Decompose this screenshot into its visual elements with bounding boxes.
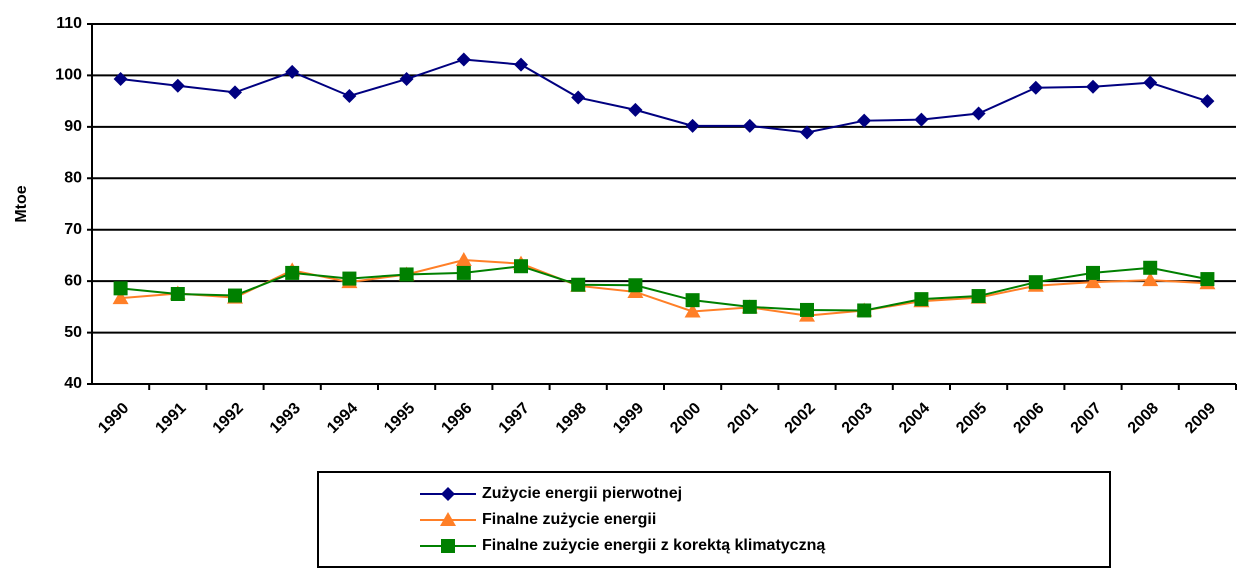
data-point <box>228 85 242 100</box>
data-point <box>1143 260 1158 275</box>
legend-marker <box>440 512 456 526</box>
x-tick-label: 1990 <box>95 400 132 437</box>
data-point <box>1142 272 1159 287</box>
data-point <box>1143 75 1158 90</box>
series-line <box>120 58 1208 134</box>
data-point <box>628 102 643 117</box>
data-point <box>571 277 586 292</box>
data-point <box>112 290 129 305</box>
data-point <box>285 265 300 280</box>
data-point <box>685 118 700 133</box>
y-tick-label: 60 <box>64 272 82 289</box>
y-tick-label: 110 <box>56 15 82 32</box>
y-tick-label: 100 <box>55 67 82 84</box>
y-tick-label: 70 <box>64 221 82 238</box>
data-point <box>514 259 528 274</box>
data-point <box>1086 79 1100 94</box>
x-tick-label: 1991 <box>152 400 189 437</box>
data-point <box>684 303 701 318</box>
data-point <box>456 265 471 280</box>
y-tick-label: 80 <box>64 170 82 187</box>
x-tick-label: 2002 <box>782 400 819 437</box>
data-point <box>1200 94 1215 109</box>
data-point <box>170 287 185 301</box>
series-line <box>120 259 1208 317</box>
x-tick-label: 2001 <box>724 400 761 437</box>
data-point <box>1028 275 1043 290</box>
data-point <box>342 271 357 286</box>
data-point <box>685 293 700 308</box>
data-point <box>914 112 929 127</box>
data-point <box>228 288 242 303</box>
legend-marker <box>441 539 455 553</box>
data-point <box>971 289 986 304</box>
data-point <box>914 292 929 307</box>
x-tick-label: 2006 <box>1010 400 1047 437</box>
data-point <box>285 64 300 79</box>
x-tick-label: 2003 <box>839 400 876 437</box>
data-point <box>342 89 357 103</box>
data-point <box>742 118 757 133</box>
legend-label: Finalne zużycie energii <box>482 511 656 528</box>
data-point <box>170 78 185 93</box>
x-tick-label: 1995 <box>381 400 418 437</box>
data-point <box>1200 272 1215 287</box>
data-point <box>113 72 128 87</box>
x-tick-label: 1996 <box>438 400 475 437</box>
data-point <box>1085 274 1101 289</box>
data-point <box>742 299 757 314</box>
y-axis-label: Mtoe <box>13 185 30 222</box>
x-tick-label: 1993 <box>267 400 304 437</box>
data-point <box>857 303 872 318</box>
data-point <box>399 267 414 282</box>
x-tick-label: 2009 <box>1182 400 1219 437</box>
x-tick-label: 1992 <box>210 400 247 437</box>
data-point <box>628 278 643 293</box>
data-point <box>514 57 528 72</box>
x-tick-label: 2000 <box>667 400 704 437</box>
data-point <box>1086 265 1100 280</box>
legend-label: Finalne zużycie energii z korektą klimat… <box>482 537 825 554</box>
data-point <box>571 90 586 105</box>
legend-marker <box>441 487 455 501</box>
y-tick-label: 50 <box>64 324 82 341</box>
x-tick-label: 1999 <box>610 400 647 437</box>
data-point <box>800 125 814 140</box>
data-point <box>455 252 472 267</box>
data-point <box>399 72 414 87</box>
data-point <box>800 302 814 317</box>
x-tick-label: 1994 <box>324 400 361 437</box>
y-tick-label: 40 <box>64 375 82 392</box>
series-line <box>120 265 1208 312</box>
x-tick-label: 2005 <box>953 400 990 437</box>
x-tick-label: 2008 <box>1125 400 1162 437</box>
x-tick-label: 2004 <box>896 400 933 437</box>
legend-label: Zużycie energii pierwotnej <box>482 485 682 502</box>
x-tick-label: 1998 <box>553 400 590 437</box>
y-tick-label: 90 <box>64 118 82 135</box>
data-point <box>1028 80 1043 95</box>
data-point <box>971 106 986 121</box>
x-tick-label: 1997 <box>496 400 533 437</box>
data-point <box>857 113 872 128</box>
data-point <box>113 281 128 296</box>
data-point <box>456 52 471 67</box>
x-tick-label: 2007 <box>1068 400 1105 437</box>
